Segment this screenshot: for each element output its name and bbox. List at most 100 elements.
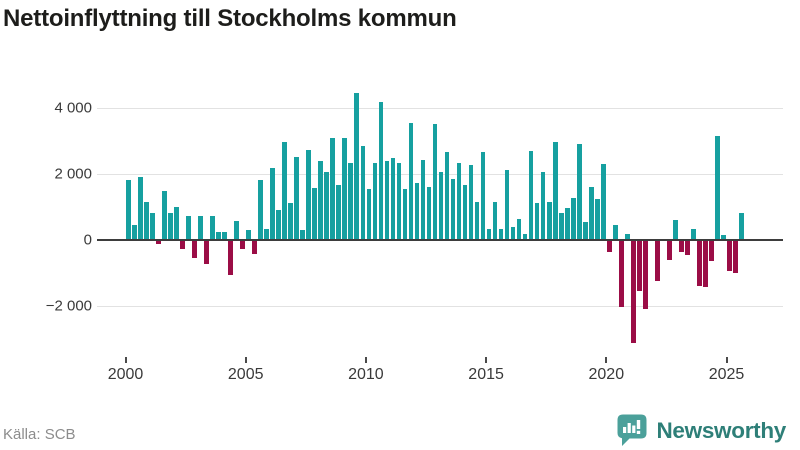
bar-2012-q4 [432, 124, 438, 240]
bar-2019-q2 [589, 186, 594, 240]
x-axis-label: 2015 [468, 366, 504, 383]
x-axis-tick [725, 357, 728, 363]
bar-2009-q1 [342, 137, 348, 240]
bar-2000-q1 [126, 179, 131, 240]
y-axis-label: −2 000 [45, 297, 92, 315]
bar-2004-q2 [228, 240, 233, 275]
bar-2021-q1 [631, 240, 636, 343]
x-axis-tick [485, 357, 488, 363]
zero-axis-line [97, 238, 783, 242]
bar-2004-q4 [240, 240, 245, 249]
gridline [97, 305, 783, 307]
bar-2009-q4 [360, 145, 366, 240]
bar-2024-q3 [715, 136, 720, 240]
bar-2002-q2 [180, 240, 185, 249]
bar-2011-q3 [402, 189, 408, 240]
bar-2025-q3 [739, 212, 744, 240]
bar-2001-q1 [150, 213, 155, 240]
bar-2011-q1 [390, 157, 396, 240]
x-axis-label: 2025 [708, 366, 745, 383]
bar-2008-q1 [318, 160, 323, 240]
bar-2005-q1 [246, 230, 251, 240]
bar-2024-q4 [721, 235, 726, 240]
bar-2012-q1 [414, 182, 420, 240]
bar-2008-q4 [336, 184, 342, 240]
bar-2014-q2 [468, 165, 474, 240]
bar-2008-q2 [324, 171, 330, 240]
bar-2006-q3 [282, 141, 287, 240]
bar-2002-q3 [186, 215, 191, 240]
bar-2010-q1 [366, 189, 372, 240]
bar-2010-q4 [384, 161, 390, 240]
bar-2011-q2 [396, 162, 402, 240]
bar-2007-q2 [300, 230, 305, 240]
bar-2019-q1 [582, 221, 588, 240]
newsworthy-logo: Newsworthy [617, 414, 786, 447]
bar-2001-q4 [168, 212, 173, 240]
bar-2019-q3 [595, 199, 600, 240]
bar-2020-q4 [625, 234, 630, 240]
bar-2021-q3 [643, 240, 648, 310]
bar-2014-q4 [480, 151, 486, 240]
bar-2023-q1 [679, 240, 684, 253]
bar-2025-q1 [727, 240, 732, 271]
bar-2013-q4 [456, 163, 462, 240]
bar-2024-q2 [709, 240, 714, 261]
x-axis-label: 2020 [588, 366, 625, 383]
bar-2013-q3 [450, 179, 456, 240]
bar-2012-q2 [420, 160, 426, 240]
bar-2000-q3 [138, 176, 143, 240]
bar-2003-q1 [198, 215, 203, 240]
bar-2023-q3 [691, 229, 696, 240]
y-axis-label: 0 [83, 231, 92, 249]
bar-2017-q1 [534, 202, 540, 240]
x-axis-tick [244, 357, 247, 363]
newsworthy-wordmark: Newsworthy [656, 417, 786, 443]
bar-2018-q3 [570, 198, 576, 240]
bar-2016-q3 [522, 233, 528, 240]
bar-2005-q3 [258, 179, 263, 240]
bar-2009-q3 [354, 93, 360, 240]
bar-2020-q1 [607, 240, 612, 252]
bar-2004-q3 [234, 220, 239, 240]
bar-2016-q2 [516, 218, 522, 240]
x-axis-tick [364, 357, 367, 363]
bar-2017-q2 [540, 172, 546, 240]
bar-2007-q1 [294, 156, 299, 240]
bar-2018-q1 [558, 213, 564, 240]
bar-2002-q1 [174, 207, 179, 240]
bar-2010-q2 [372, 162, 378, 240]
bar-2013-q1 [438, 172, 444, 240]
bar-2015-q1 [486, 229, 492, 240]
bar-2020-q2 [613, 224, 618, 240]
bar-2023-q4 [697, 240, 702, 286]
bar-2022-q3 [667, 240, 672, 261]
bar-2018-q2 [564, 207, 570, 240]
bar-2004-q1 [222, 231, 227, 240]
source-note: Källa: SCB [3, 426, 76, 443]
bar-2003-q2 [204, 240, 209, 265]
bar-2011-q4 [408, 122, 414, 240]
bar-2020-q3 [619, 240, 624, 308]
bar-2005-q2 [252, 240, 257, 255]
bar-2022-q4 [673, 219, 678, 240]
x-axis-label: 2005 [227, 366, 264, 383]
bar-2006-q4 [288, 203, 293, 240]
bar-2024-q1 [703, 240, 708, 288]
bar-2009-q2 [348, 162, 354, 240]
bar-2001-q3 [162, 191, 167, 240]
bar-2023-q2 [685, 240, 690, 256]
x-axis-tick [605, 357, 608, 363]
bar-2017-q4 [552, 141, 558, 240]
x-axis-label: 2010 [348, 366, 384, 383]
speech-bubble-bar-chart-icon [617, 414, 647, 446]
bar-2018-q4 [576, 144, 582, 240]
bar-2022-q1 [655, 240, 660, 281]
bar-2012-q3 [426, 186, 432, 240]
bar-2014-q3 [474, 202, 480, 240]
bar-2015-q4 [504, 170, 510, 240]
bar-2014-q1 [462, 184, 468, 240]
bar-2005-q4 [264, 229, 269, 240]
